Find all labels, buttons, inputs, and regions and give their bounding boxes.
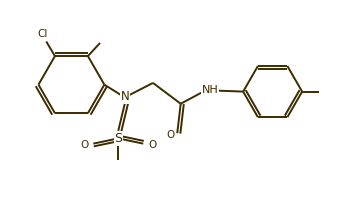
Text: O: O: [148, 140, 157, 150]
Text: S: S: [114, 132, 122, 145]
Text: NH: NH: [202, 85, 219, 95]
Text: N: N: [121, 90, 130, 103]
Text: O: O: [80, 140, 88, 150]
Text: O: O: [167, 130, 175, 140]
Text: Cl: Cl: [37, 29, 47, 39]
